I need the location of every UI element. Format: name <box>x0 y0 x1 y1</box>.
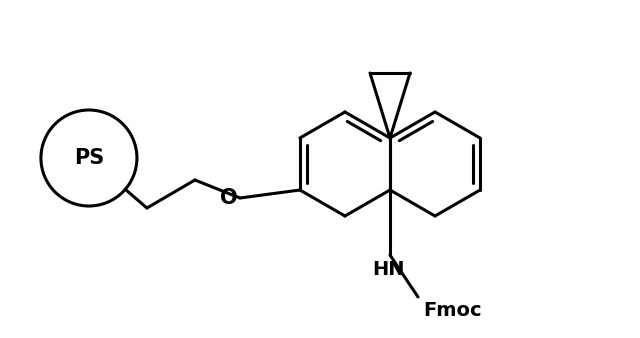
Text: HN: HN <box>372 260 404 279</box>
Text: Fmoc: Fmoc <box>423 301 482 320</box>
Text: O: O <box>220 188 238 208</box>
Text: PS: PS <box>74 148 104 168</box>
